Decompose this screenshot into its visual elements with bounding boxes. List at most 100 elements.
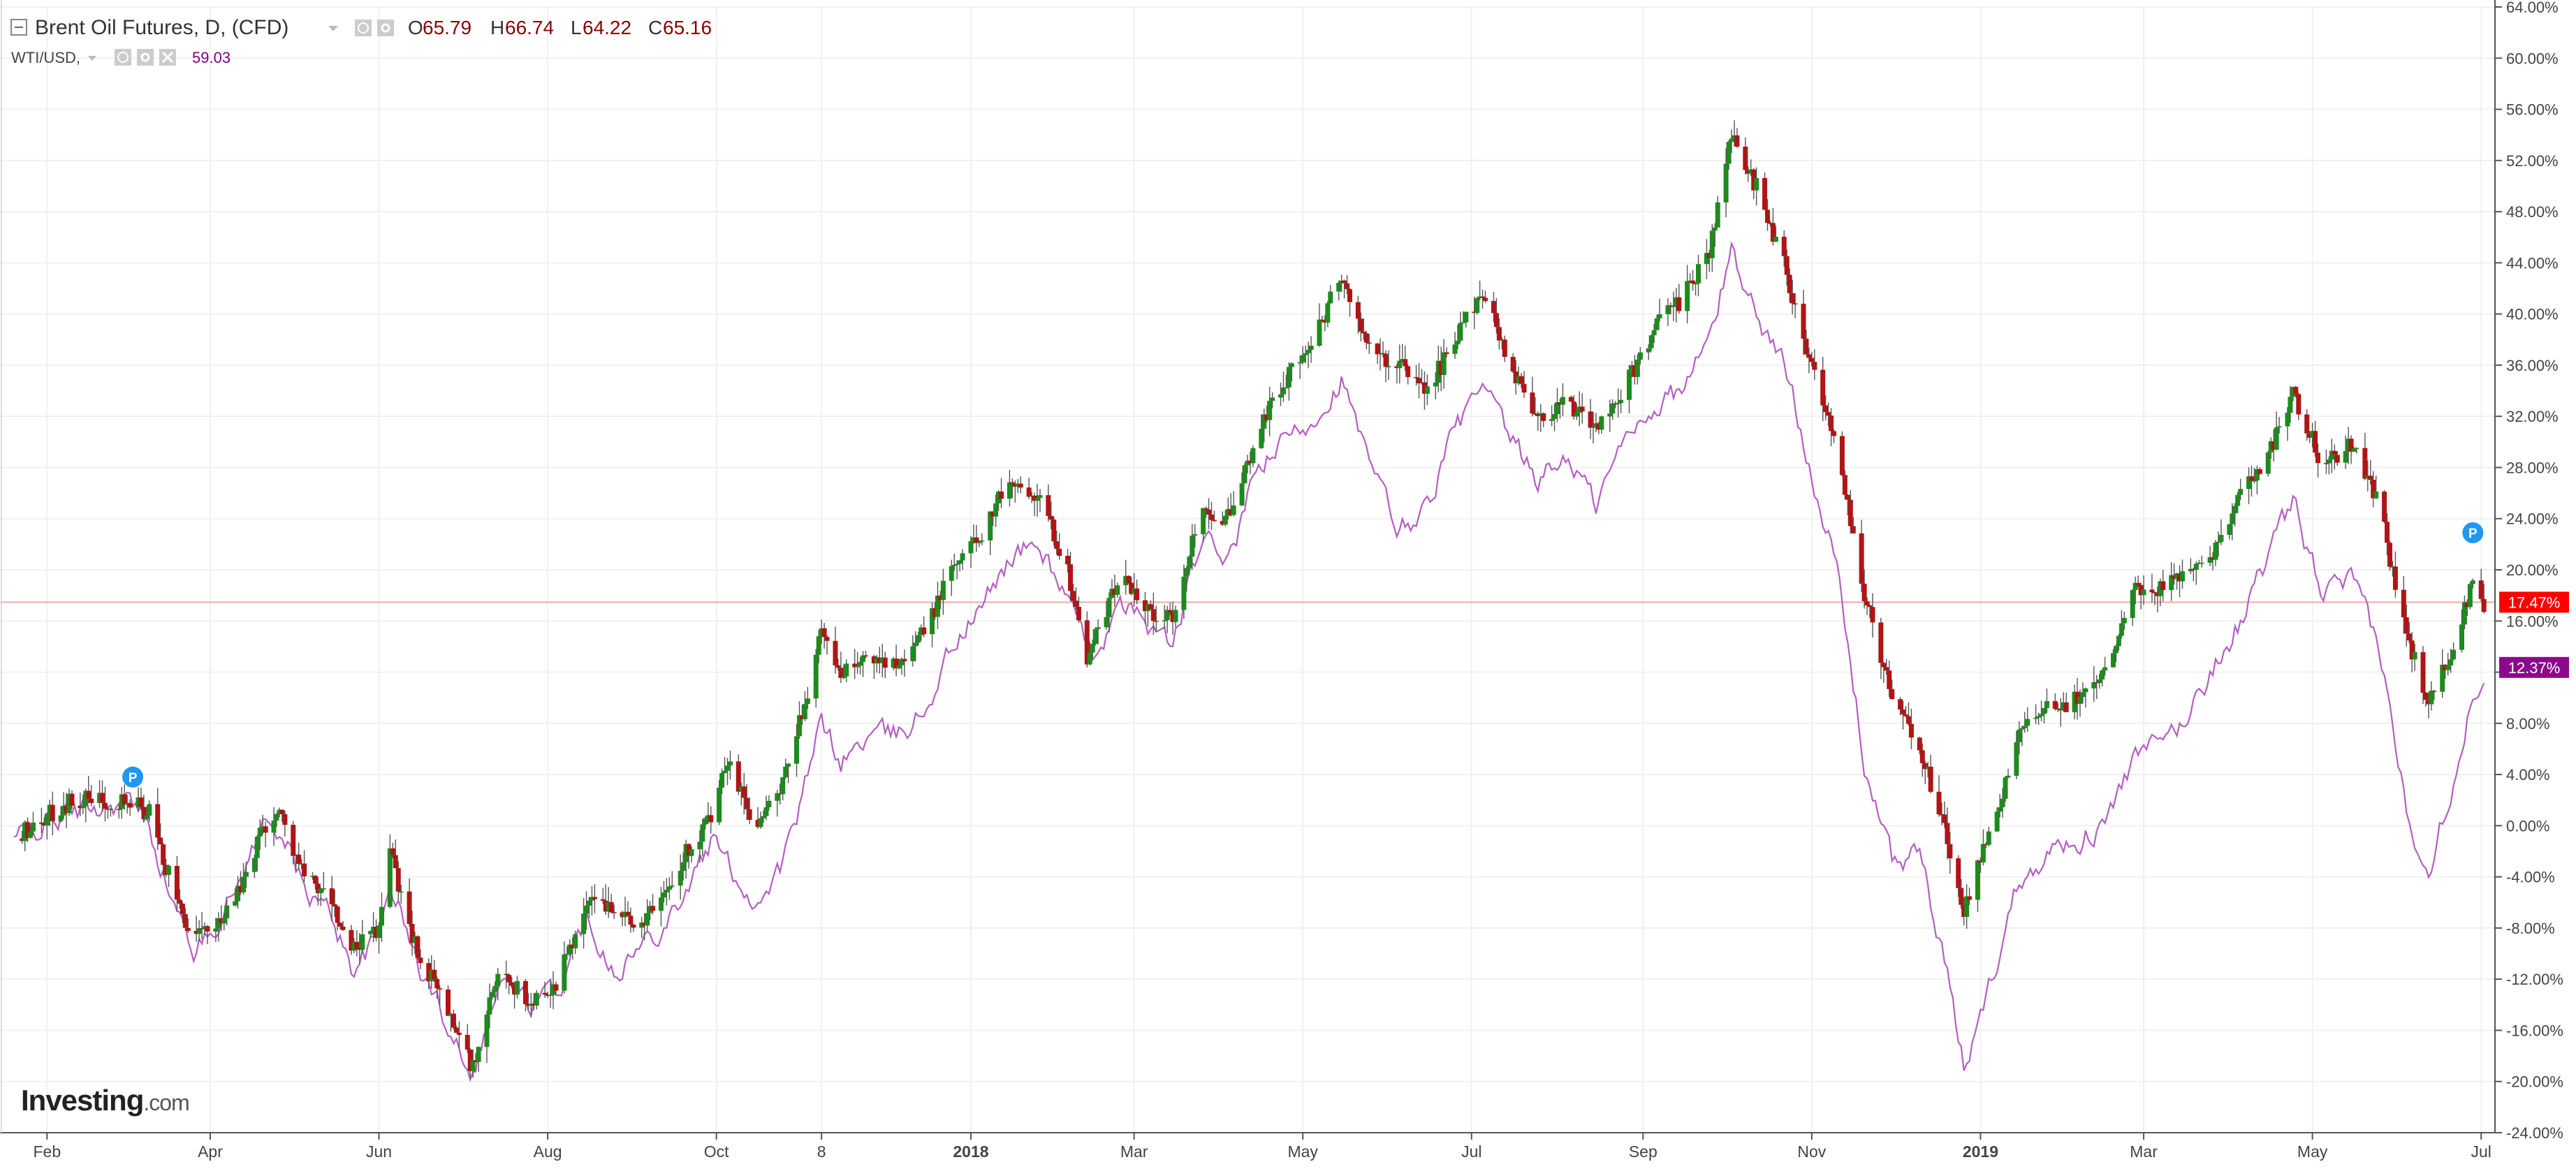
- ohlc-close-value: 65.16: [663, 17, 712, 38]
- candle-up: [761, 816, 766, 818]
- candle-down: [545, 994, 550, 997]
- candle-down: [1690, 280, 1696, 284]
- candle-down: [1472, 311, 1477, 314]
- candle-down: [1867, 605, 1873, 608]
- candle-up: [1674, 297, 1679, 307]
- candle-down: [464, 1034, 470, 1050]
- settings-icon[interactable]: [377, 20, 394, 36]
- compare-settings-icon[interactable]: [137, 49, 154, 66]
- candle-down: [219, 918, 224, 924]
- y-tick-label: 0.00%: [2506, 817, 2549, 835]
- candle-up: [2213, 542, 2218, 560]
- candle-down: [871, 656, 877, 663]
- candle-up: [1590, 427, 1596, 428]
- candle-up: [813, 654, 819, 699]
- candle-up: [622, 911, 628, 918]
- candle-up: [1261, 414, 1267, 429]
- series-format-dropdown-icon[interactable]: [328, 26, 338, 31]
- compare-dropdown-icon[interactable]: [88, 56, 96, 61]
- candle-up: [515, 980, 520, 995]
- candle-up: [1184, 568, 1190, 577]
- candle-up: [2216, 541, 2221, 543]
- candle-down: [1361, 331, 1366, 334]
- compare-eye-icon[interactable]: [115, 49, 131, 66]
- candle-up: [689, 849, 694, 856]
- candle-down: [1936, 791, 1942, 815]
- candle-up: [2288, 397, 2293, 413]
- candle-up: [1560, 397, 1565, 405]
- candle-up: [954, 564, 960, 565]
- candle-up: [490, 992, 495, 998]
- candle-up: [534, 992, 539, 1006]
- candle-down: [1438, 360, 1444, 375]
- candle-up: [1477, 296, 1483, 298]
- candle-down: [1706, 253, 1712, 258]
- pin-label: P: [2468, 527, 2478, 541]
- candle-up: [1665, 305, 1671, 314]
- candle-up: [1225, 508, 1231, 516]
- collapse-legend-icon[interactable]: [10, 19, 27, 36]
- y-tick-label: 8.00%: [2506, 715, 2549, 733]
- candle-down: [141, 807, 147, 819]
- candle-up: [680, 862, 686, 872]
- candle-down: [1347, 288, 1353, 302]
- candle-up: [196, 928, 202, 934]
- candle-down: [1903, 714, 1909, 716]
- candle-down: [1112, 589, 1118, 595]
- candle-down: [1480, 296, 1486, 298]
- candle-down: [1770, 223, 1776, 242]
- candle-up: [703, 818, 708, 825]
- candle-up: [448, 1013, 453, 1016]
- candle-up: [2174, 573, 2180, 580]
- candle-down: [395, 868, 401, 892]
- candle-up: [2207, 557, 2213, 563]
- candle-down: [1532, 413, 1538, 415]
- event-pin-icon[interactable]: P: [122, 766, 144, 788]
- candle-up: [2169, 575, 2174, 590]
- candle-up: [1339, 280, 1345, 284]
- candle-down: [1801, 303, 1806, 339]
- candle-up: [97, 793, 103, 803]
- candle-up: [251, 858, 257, 872]
- candle-down: [512, 985, 518, 995]
- candle-down: [1355, 302, 1361, 319]
- candle-up: [1109, 589, 1115, 598]
- candle-down: [2052, 700, 2058, 710]
- eye-toggle-icon[interactable]: [355, 20, 372, 36]
- candle-up: [855, 666, 861, 668]
- candle-up: [293, 854, 299, 856]
- candle-up: [2033, 717, 2039, 719]
- candle-down: [1366, 342, 1372, 344]
- candle-down: [1839, 436, 1845, 476]
- candle-down: [2426, 700, 2431, 705]
- candle-up: [1419, 382, 1424, 383]
- candle-up: [786, 763, 791, 767]
- y-tick-label: -24.00%: [2506, 1124, 2563, 1142]
- candle-down: [291, 825, 296, 856]
- candle-down: [628, 916, 634, 925]
- compare-remove-icon[interactable]: [159, 49, 176, 66]
- candle-up: [1748, 169, 1754, 174]
- candle-down: [2058, 708, 2063, 711]
- candle-down: [1792, 303, 1798, 304]
- candle-up: [22, 822, 28, 841]
- candle-down: [799, 715, 805, 719]
- candle-up: [44, 814, 50, 825]
- candle-up: [1925, 766, 1931, 770]
- candle-up: [1986, 831, 1991, 845]
- candle-down: [824, 637, 830, 641]
- candle-up: [766, 800, 772, 807]
- candle-up: [257, 828, 263, 837]
- y-tick-label: 40.00%: [2506, 306, 2559, 323]
- candle-up: [2459, 624, 2464, 650]
- candle-up: [661, 892, 666, 898]
- candle-up: [758, 818, 763, 828]
- candle-up: [2118, 623, 2124, 636]
- event-pin-icon[interactable]: P: [2462, 522, 2484, 543]
- svg-text:Investing.com: Investing.com: [21, 1084, 189, 1117]
- x-tick-label: Jun: [366, 1142, 392, 1161]
- candle-down: [1767, 223, 1773, 224]
- compare-price-badge-bg: [2499, 656, 2569, 678]
